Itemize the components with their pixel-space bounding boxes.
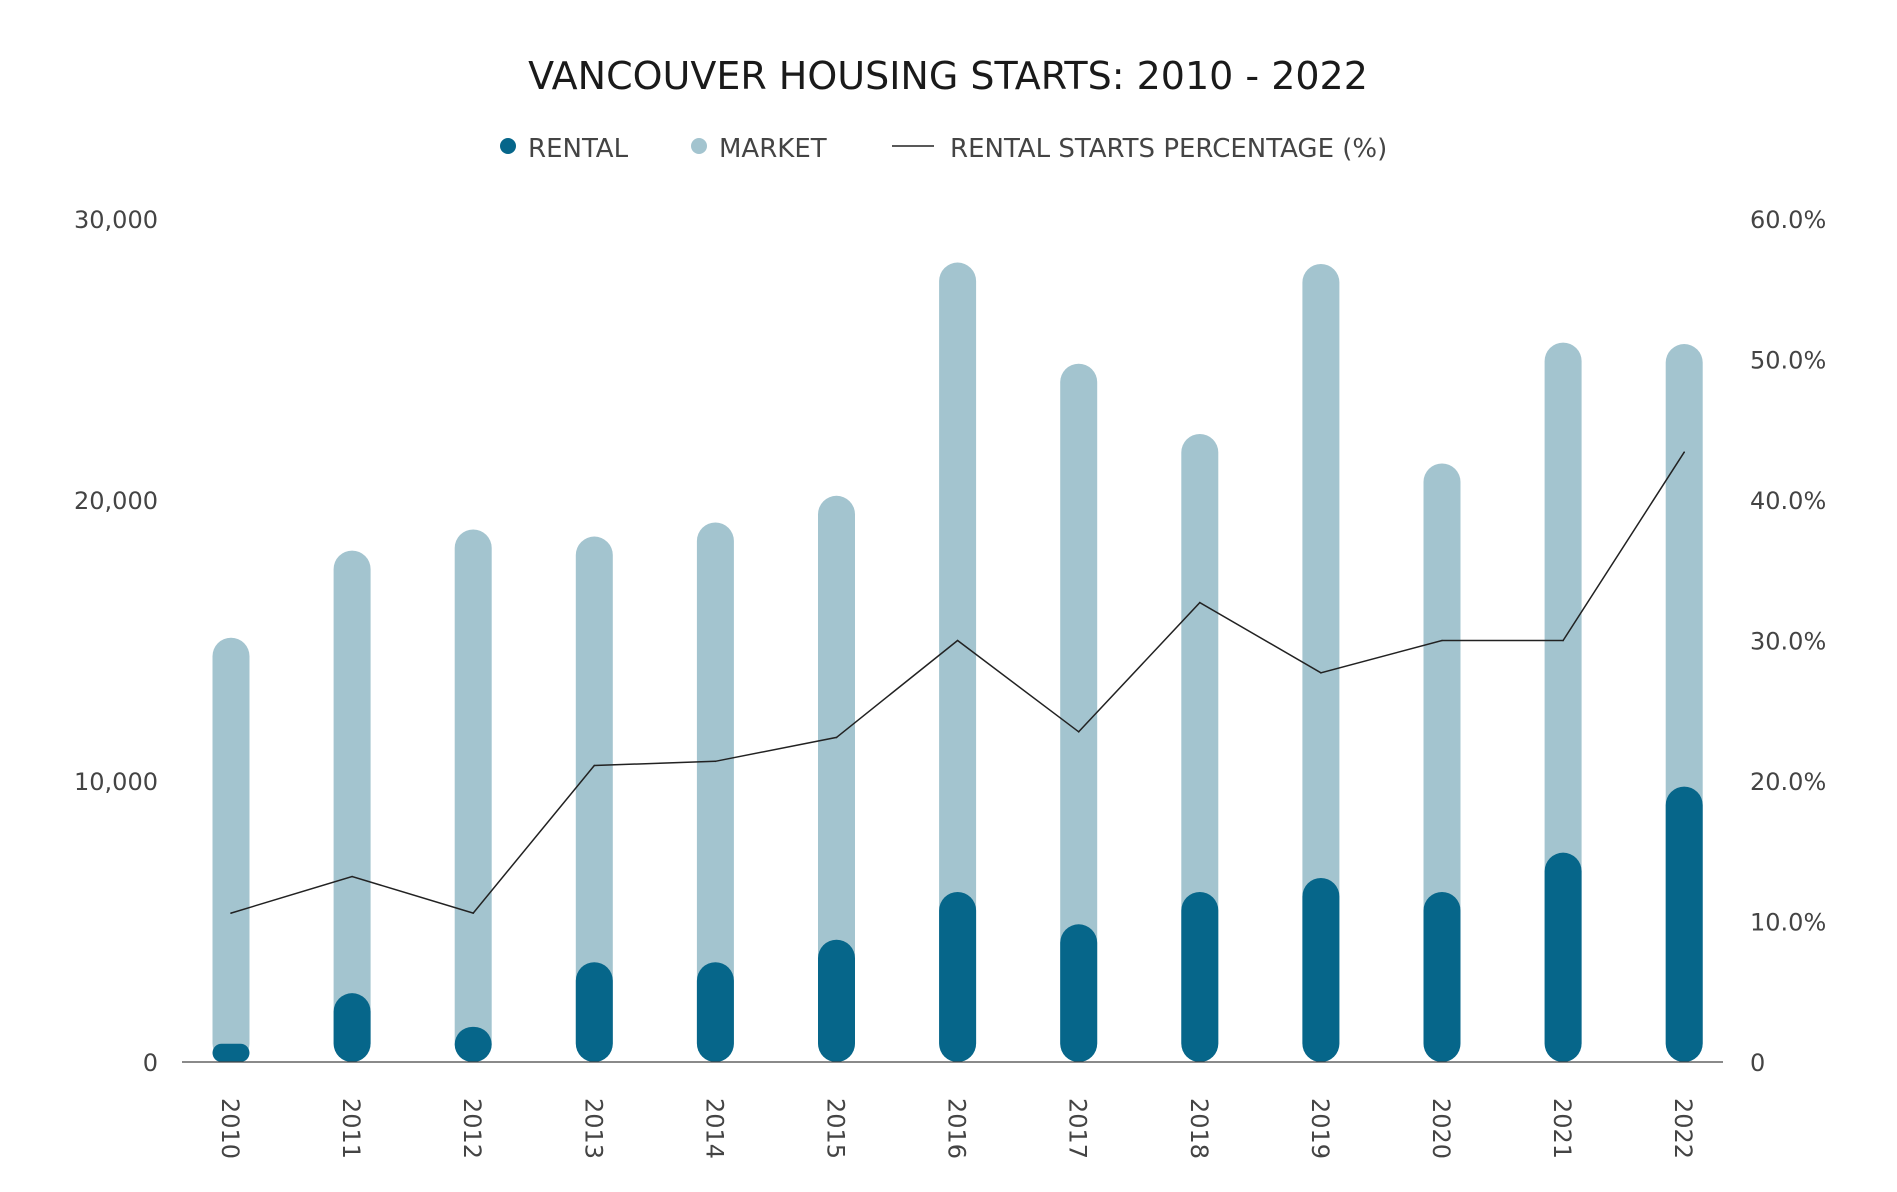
x-tick-label: 2020 bbox=[1427, 1098, 1455, 1159]
rental-bar bbox=[575, 962, 613, 1062]
right-tick-label: 50.0% bbox=[1750, 347, 1826, 375]
market-bar bbox=[333, 550, 371, 1062]
percentage-point bbox=[1320, 672, 1322, 674]
chart-title: VANCOUVER HOUSING STARTS: 2010 - 2022 bbox=[528, 54, 1368, 98]
right-tick-label: 10.0% bbox=[1750, 909, 1826, 937]
left-tick-label: 10,000 bbox=[74, 768, 158, 796]
bars bbox=[212, 262, 1703, 1063]
rental-bar bbox=[696, 962, 734, 1062]
legend-marker-market bbox=[691, 138, 707, 154]
x-tick-label: 2017 bbox=[1064, 1098, 1092, 1159]
market-bar bbox=[1060, 363, 1098, 1063]
x-tick-label: 2010 bbox=[216, 1098, 244, 1159]
percentage-point bbox=[714, 760, 717, 763]
x-tick-label: 2014 bbox=[700, 1098, 728, 1159]
x-tick-label: 2015 bbox=[822, 1098, 850, 1159]
percentage-point bbox=[1077, 731, 1080, 733]
x-tick-label: 2022 bbox=[1669, 1098, 1697, 1159]
legend-label-percentage: RENTAL STARTS PERCENTAGE (%) bbox=[950, 134, 1387, 164]
legend-label-market: MARKET bbox=[719, 134, 827, 164]
left-tick-label: 20,000 bbox=[74, 487, 158, 515]
right-tick-label: 60.0% bbox=[1750, 206, 1826, 234]
rental-bar bbox=[1060, 924, 1098, 1062]
x-tick-label: 2016 bbox=[943, 1098, 971, 1159]
x-tick-label: 2012 bbox=[458, 1098, 486, 1159]
x-tick-label: 2021 bbox=[1548, 1098, 1576, 1159]
x-tick-label: 2018 bbox=[1185, 1098, 1213, 1159]
percentage-point bbox=[472, 912, 475, 914]
right-tick-label: 40.0% bbox=[1750, 487, 1826, 515]
right-axis: 0 10.0% 20.0% 30.0% 40.0% 50.0% 60.0% bbox=[1750, 206, 1826, 1077]
percentage-point bbox=[1562, 639, 1564, 642]
percentage-point bbox=[1683, 451, 1685, 454]
percentage-point bbox=[956, 639, 959, 642]
percentage-point bbox=[230, 912, 232, 914]
rental-bar bbox=[1544, 852, 1582, 1062]
x-tick-label: 2011 bbox=[337, 1098, 365, 1159]
x-tick-label: 2019 bbox=[1306, 1098, 1334, 1159]
rental-bar bbox=[212, 1043, 250, 1062]
percentage-point bbox=[835, 736, 838, 739]
percentage-point bbox=[1199, 601, 1201, 604]
right-tick-label: 30.0% bbox=[1750, 628, 1826, 656]
market-bar bbox=[1302, 263, 1340, 1063]
rental-bar bbox=[1423, 891, 1461, 1062]
rental-bar bbox=[333, 993, 371, 1062]
rental-bar bbox=[1665, 786, 1703, 1062]
market-bar bbox=[818, 495, 855, 1062]
legend-marker-rental bbox=[500, 138, 516, 154]
market-bar bbox=[454, 529, 492, 1062]
left-tick-label: 0 bbox=[143, 1049, 158, 1077]
market-bar bbox=[696, 522, 734, 1062]
rental-bar bbox=[939, 891, 977, 1062]
rental-bar bbox=[454, 1026, 492, 1062]
x-axis-labels: 2010 2011 2012 2013 2014 2015 2016 2017 2018 2019… bbox=[216, 1098, 1697, 1159]
percentage-line-group bbox=[230, 451, 1685, 914]
rental-bar bbox=[818, 939, 855, 1062]
percentage-point bbox=[351, 875, 353, 878]
rental-bar bbox=[1181, 891, 1219, 1062]
market-bar bbox=[212, 637, 250, 1062]
right-tick-label: 0 bbox=[1750, 1049, 1765, 1077]
market-bar bbox=[939, 262, 977, 1062]
left-tick-label: 30,000 bbox=[74, 206, 158, 234]
legend-label-rental: RENTAL bbox=[528, 134, 629, 164]
legend: RENTAL MARKET RENTAL STARTS PERCENTAGE (… bbox=[500, 134, 1387, 164]
x-tick-label: 2013 bbox=[579, 1098, 607, 1159]
market-bar bbox=[575, 536, 613, 1062]
percentage-point bbox=[593, 764, 596, 767]
left-axis: 0 10,000 20,000 30,000 bbox=[74, 206, 158, 1077]
rental-bar bbox=[1302, 877, 1340, 1062]
percentage-point bbox=[1441, 639, 1443, 642]
right-tick-label: 20.0% bbox=[1750, 768, 1826, 796]
